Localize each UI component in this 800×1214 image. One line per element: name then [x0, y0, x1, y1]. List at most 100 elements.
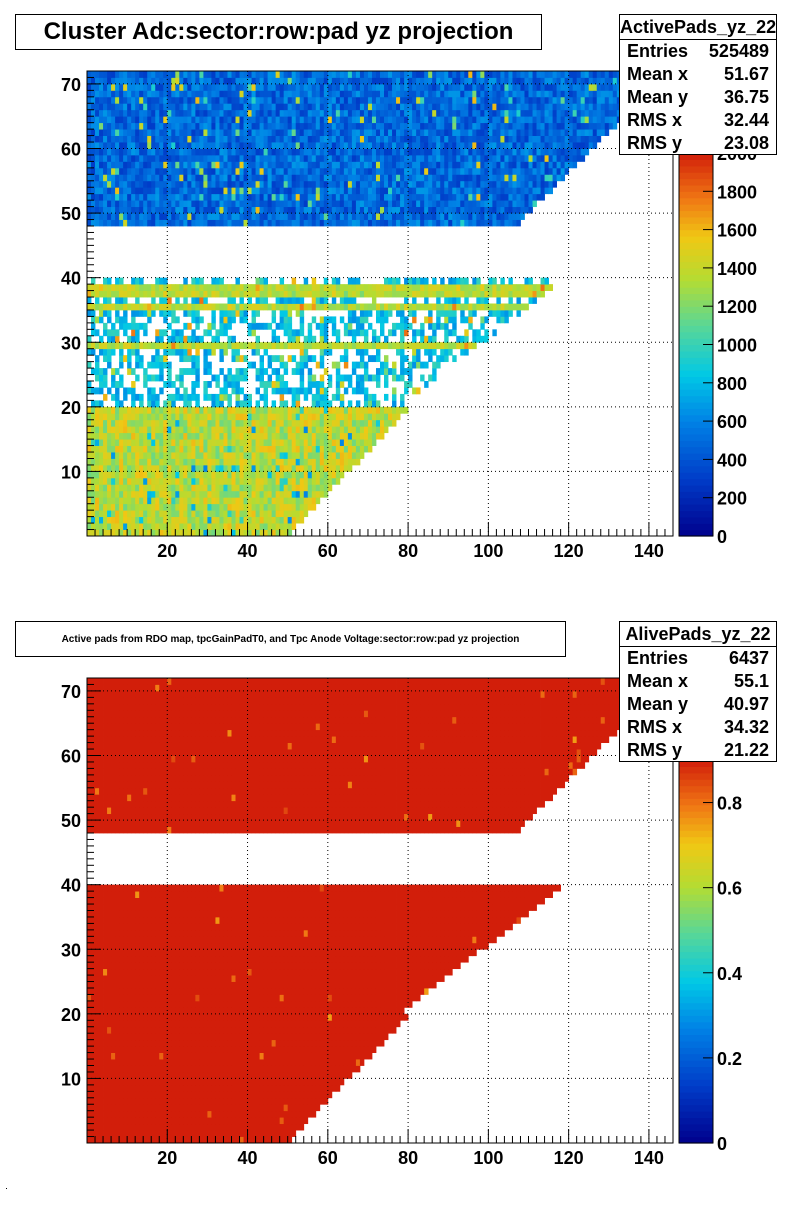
heatmap-cell	[363, 426, 369, 434]
heatmap-cell	[540, 193, 545, 201]
heatmap-cell	[504, 109, 509, 117]
heatmap-cell	[291, 142, 297, 149]
heatmap-cell	[331, 464, 337, 472]
heatmap-cell	[191, 290, 196, 298]
heatmap-cell	[215, 374, 220, 382]
heatmap-cell	[319, 426, 325, 434]
heatmap-cell	[355, 458, 361, 466]
heatmap-cell	[223, 387, 228, 395]
heatmap-cell	[115, 503, 120, 511]
heatmap-cell	[119, 316, 124, 324]
heatmap-cell	[371, 335, 377, 343]
heatmap-cell	[183, 309, 188, 317]
heatmap-cell	[347, 148, 353, 156]
heatmap-cell	[496, 148, 501, 156]
heatmap-cell	[219, 406, 224, 414]
heatmap-cell	[259, 523, 264, 530]
heatmap-cell	[315, 193, 321, 201]
heatmap-cell	[363, 213, 369, 220]
heatmap-cell	[464, 342, 469, 350]
heatmap-cell	[367, 355, 373, 363]
heatmap-cell	[339, 200, 345, 208]
heatmap-cell	[239, 213, 244, 220]
heatmap-cell	[215, 206, 220, 214]
heatmap-cell	[239, 142, 244, 149]
heatmap-cell	[127, 348, 132, 356]
heatmap-cell	[87, 193, 92, 201]
heatmap-cell	[311, 135, 317, 143]
heatmap-cell	[351, 206, 357, 214]
heatmap-cell	[139, 361, 144, 369]
heatmap-cell	[251, 154, 256, 162]
heatmap-cell	[343, 161, 349, 169]
heatmap-cell	[107, 348, 112, 356]
heatmap-cell	[524, 116, 529, 124]
heatmap-cell	[524, 154, 529, 162]
heatmap-cell	[151, 406, 156, 414]
heatmap-cell	[191, 368, 196, 375]
heatmap-cell	[331, 284, 337, 291]
heatmap-cell	[215, 393, 220, 401]
heatmap-cell	[247, 452, 252, 459]
heatmap-cell	[99, 348, 104, 356]
heatmap-cell	[263, 368, 269, 375]
heatmap-cell	[87, 490, 92, 498]
heatmap-cell	[251, 406, 256, 414]
heatmap-cell	[195, 445, 200, 453]
heatmap-cell	[323, 135, 329, 143]
heatmap-cell	[103, 309, 108, 317]
heatmap-cell	[119, 148, 124, 156]
heatmap-cell	[295, 167, 301, 175]
heatmap-cell	[492, 219, 497, 227]
heatmap-cell	[424, 103, 429, 111]
heatmap-cell	[111, 381, 116, 388]
heatmap-cell	[227, 484, 232, 492]
heatmap-cell	[512, 129, 517, 136]
heatmap-cell	[552, 103, 557, 111]
heatmap-cell	[311, 439, 317, 446]
heatmap-cell	[239, 116, 244, 124]
heatmap-cell	[359, 445, 365, 453]
heatmap-cell	[243, 174, 248, 182]
heatmap-cell	[396, 309, 401, 317]
heatmap-cell	[400, 374, 405, 382]
heatmap-cell	[371, 167, 377, 175]
heatmap-cell	[287, 129, 293, 136]
heatmap-cell	[167, 406, 172, 414]
heatmap-cell	[315, 387, 321, 395]
heatmap-cell	[271, 206, 277, 214]
heatmap-cell	[343, 322, 349, 330]
heatmap-cell	[380, 303, 385, 311]
heatmap-cell	[331, 322, 337, 330]
heatmap-cell	[315, 103, 321, 111]
heatmap-cell	[287, 135, 293, 143]
heatmap-cell	[363, 154, 369, 162]
heatmap-cell	[171, 497, 176, 505]
heatmap-cell	[283, 445, 289, 453]
heatmap-cell	[416, 329, 421, 337]
heatmap-cell	[95, 439, 100, 446]
heatmap-cell	[215, 103, 220, 111]
heatmap-cell	[159, 213, 164, 220]
heatmap-cell	[223, 309, 228, 317]
heatmap-cell	[247, 490, 252, 498]
heatmap-cell	[275, 161, 281, 169]
heatmap-cell	[171, 490, 176, 498]
heatmap-cell	[363, 387, 369, 395]
heatmap-cell	[239, 309, 244, 317]
heatmap-cell	[343, 387, 349, 395]
heatmap-cell	[347, 122, 353, 130]
heatmap-cell	[239, 297, 244, 304]
heatmap-cell	[183, 135, 188, 143]
heatmap-cell	[400, 116, 405, 124]
heatmap-cell	[239, 413, 244, 421]
heatmap-cell	[175, 516, 180, 524]
heatmap-cell	[231, 96, 236, 104]
heatmap-cell	[179, 529, 184, 537]
heatmap-cell	[163, 219, 168, 227]
heatmap-cell	[183, 284, 188, 291]
heatmap-cell	[127, 439, 132, 446]
heatmap-cell	[299, 322, 305, 330]
heatmap-cell	[339, 297, 345, 304]
heatmap-cell	[436, 129, 441, 136]
